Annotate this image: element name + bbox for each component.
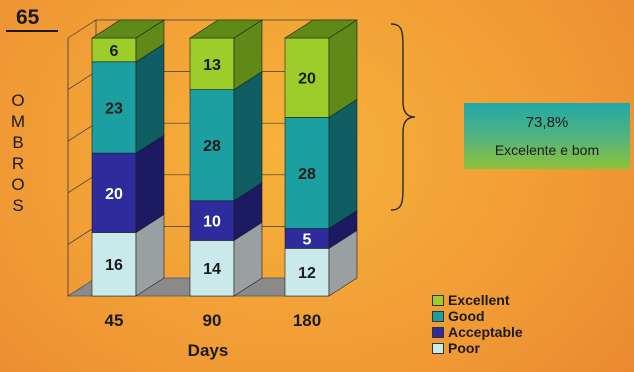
side-label-letter: B: [12, 133, 24, 152]
legend-label: Acceptable: [448, 324, 523, 340]
data-label: 28: [203, 138, 221, 155]
side-label-letter: O: [11, 91, 25, 110]
legend-swatch: [432, 294, 444, 306]
summary-box: 73,8% Excelente e bom: [464, 103, 630, 169]
bar-segment-side: [233, 71, 263, 202]
bar-segment: [284, 248, 330, 297]
data-label: 28: [298, 166, 316, 183]
summary-percent: 73,8%: [525, 114, 569, 131]
bar-segment: [189, 37, 235, 90]
data-label: 20: [105, 186, 123, 203]
brace-icon: [390, 23, 416, 211]
chart-legend: Excellent Good Acceptable Poor: [432, 292, 523, 356]
data-label: 6: [110, 43, 119, 60]
bar-top: [188, 19, 264, 39]
legend-label: Excellent: [448, 292, 510, 308]
bar-segment: [91, 152, 137, 233]
bar-segment: [91, 61, 137, 154]
data-label: 23: [105, 100, 123, 117]
bar-segment: [284, 117, 330, 229]
count-underline: [6, 30, 58, 32]
data-label: 10: [203, 214, 221, 231]
side-label-letter: S: [12, 196, 24, 215]
count-label: 65: [16, 6, 40, 29]
side-label-letter: O: [11, 175, 25, 194]
legend-item: Excellent: [432, 292, 523, 308]
side-label-letter: M: [10, 112, 26, 131]
bar-top: [90, 19, 166, 39]
legend-item: Acceptable: [432, 324, 523, 340]
legend-item: Poor: [432, 340, 523, 356]
summary-label: Excelente e bom: [494, 142, 600, 158]
legend-item: Good: [432, 308, 523, 324]
bar-segment: [284, 37, 330, 118]
data-label: 13: [203, 57, 221, 74]
bar-segment-side: [328, 98, 358, 230]
legend-swatch: [432, 310, 444, 322]
legend-label: Good: [448, 308, 485, 324]
bar-top: [283, 19, 359, 39]
x-axis-label: Days: [188, 341, 229, 360]
legend-swatch: [432, 326, 444, 338]
x-tick-label: 180: [293, 311, 321, 330]
data-label: 16: [105, 257, 123, 274]
side-label-letter: R: [11, 154, 25, 173]
data-label: 12: [298, 265, 316, 282]
legend-label: Poor: [448, 340, 480, 356]
data-label: 14: [203, 261, 221, 278]
x-tick-label: 90: [203, 311, 222, 330]
legend-swatch: [432, 342, 444, 354]
data-label: 20: [298, 71, 316, 88]
x-tick-label: 45: [105, 311, 124, 330]
data-label: 5: [303, 231, 312, 248]
bar-segment: [189, 89, 235, 202]
bar-segment-side: [135, 43, 165, 154]
